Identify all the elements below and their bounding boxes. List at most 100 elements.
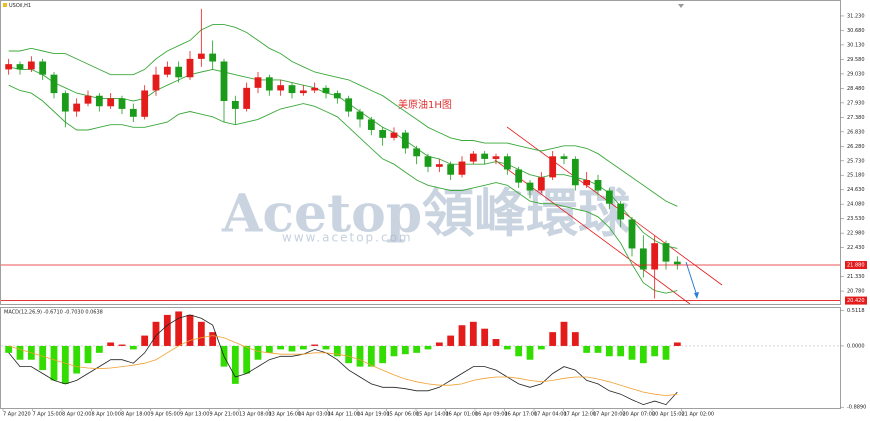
candle-body [515,169,523,183]
y-tick-label: 26.830 [847,129,865,135]
candle-body [311,87,319,91]
y-tick-label: 21.330 [847,274,865,280]
macd-bar [401,345,409,355]
x-tick-label: 13 Apr 16:00 [269,412,302,418]
macd-bar [424,345,432,350]
watermark-url: www.acetop.com [282,231,413,245]
macd-bar [61,345,69,384]
candle-body [5,64,13,70]
symbol-label: USOil,H1 [9,3,31,9]
y-tick-label: -0.8890 [847,405,866,411]
candle-body [560,156,568,159]
y-tick-label: 20.780 [847,289,865,295]
candle-body [662,243,670,262]
candle-body [299,90,307,94]
macd-bar [583,345,591,353]
macd-bar [209,332,217,346]
macd-bar [651,345,659,357]
macd-bar [458,325,466,346]
candle-body [95,95,103,107]
candle-body [265,77,273,91]
macd-bar [390,345,398,357]
candle-body [594,179,602,191]
macd-bar [379,345,387,364]
macd-panel [0,307,841,409]
macd-bar [107,342,115,346]
x-tick-label: 14 Apr 03:00 [298,412,331,418]
macd-bar [152,321,160,346]
macd-bar [447,335,455,346]
macd-bar [243,345,251,374]
band-lower [8,84,678,294]
candle-body [254,77,262,88]
x-tick-label: 15 Apr 06:00 [387,412,420,418]
candle-body [356,111,364,120]
macd-bar [503,345,511,350]
macd-line [8,314,678,406]
macd-bar [5,345,13,353]
candle-body [186,58,194,78]
candle-body [537,177,545,191]
channel-line [506,126,723,286]
candle-body [129,108,137,117]
macd-bar [662,345,670,360]
macd-bar [175,311,183,346]
macd-bar [50,345,58,381]
macd-bar [537,345,545,350]
y-tick-label: 25.180 [847,173,865,179]
candle-body [322,87,330,94]
x-tick-label: 13 Apr 08:00 [239,412,272,418]
candle-body [639,248,647,270]
x-tick-label: 8 Apr 18:00 [121,412,150,418]
candle-body [390,132,398,138]
macd-bar [197,321,205,346]
macd-bar [322,345,330,350]
candle-body [152,74,160,91]
candle-body [333,93,341,99]
candle-body [492,156,500,159]
candle-body [447,164,455,175]
y-tick-label: 30.130 [847,42,865,48]
candle-body [231,100,239,109]
x-tick-label: 14 Apr 19:00 [357,412,390,418]
macd-bar [311,344,319,346]
macd-bar [95,345,103,353]
x-tick-label: 17 Apr 04:00 [534,412,567,418]
x-tick-label: 14 Apr 11:00 [328,412,361,418]
macd-bar [560,321,568,346]
y-tick-label: 26.280 [847,144,865,150]
annotation: 美原油1H图 [398,98,452,111]
macd-bar [673,342,681,346]
candle-body [141,90,149,117]
symbol-icon [3,3,7,7]
x-tick-label: 20 Apr 07:00 [623,412,656,418]
macd-bar [413,345,421,353]
y-tick-label: 25.730 [847,158,865,164]
y-tick-label: 27.380 [847,115,865,121]
candle-body [605,190,613,204]
macd-bar [84,345,92,364]
x-tick-label: 16 Apr 09:00 [475,412,508,418]
candle-body [107,98,115,107]
macd-bar [594,345,602,353]
candle-body [175,66,183,78]
macd-bar [345,345,353,364]
macd-bar [356,345,364,367]
price-label: 21.880 [847,263,865,269]
macd-bar [515,345,523,357]
macd-bar [288,345,296,352]
macd-bar [617,345,625,357]
y-tick-label: 29.030 [847,71,865,77]
candle-body [651,243,659,270]
candle-body [401,132,409,149]
candle-body [61,93,69,112]
price-label-box [845,261,867,270]
macd-bar [163,314,171,346]
y-tick-label: 28.480 [847,86,865,92]
y-tick-label: 31.230 [847,13,865,19]
y-tick-label: 30.680 [847,28,865,34]
macd-bar [492,339,500,346]
candle-body [50,74,58,94]
y-tick-label: 23.530 [847,216,865,222]
x-tick-label: 9 Apr 13:00 [180,412,209,418]
